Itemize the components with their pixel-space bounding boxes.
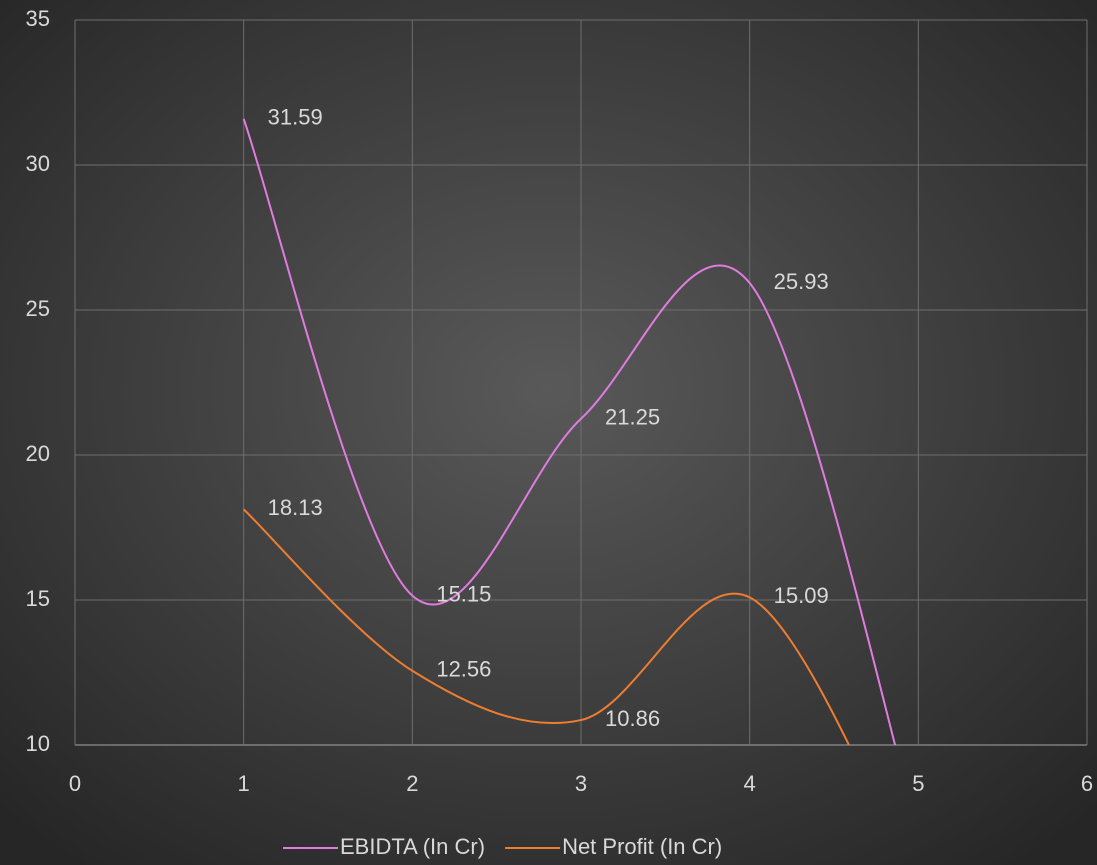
x-tick-label: 3 [575,771,587,796]
data-label: 21.25 [605,405,660,430]
y-tick-label: 10 [26,731,50,756]
series-line [242,508,851,745]
x-tick-label: 1 [238,771,250,796]
labels: 10 15 20 25 30 35 0 1 2 3 4 5 6 31.59 15.15 21.25 25.93 1… [26,6,1094,796]
x-tick-label: 2 [406,771,418,796]
grid [74,19,1088,746]
data-label: 15.15 [436,581,491,606]
data-label: 18.13 [268,495,323,520]
legend-label: Net Profit (In Cr) [562,834,722,859]
legend-label: EBIDTA (In Cr) [340,834,485,859]
y-tick-label: 30 [26,151,50,176]
x-tick-label: 5 [912,771,924,796]
x-tick-label: 6 [1081,771,1093,796]
y-tick-label: 20 [26,441,50,466]
data-label: 10.86 [605,706,660,731]
data-label: 31.59 [268,105,323,130]
x-tick-label: 4 [744,771,756,796]
y-tick-label: 25 [26,296,50,321]
series-line [242,118,897,745]
y-tick-label: 15 [26,586,50,611]
y-tick-label: 35 [26,6,50,31]
data-label: 12.56 [436,657,491,682]
data-label: 25.93 [774,269,829,294]
data-label: 15.09 [774,583,829,608]
x-tick-label: 0 [69,771,81,796]
legend: EBIDTA (In Cr) Net Profit (In Cr) [283,834,722,859]
plot-area [242,118,897,745]
